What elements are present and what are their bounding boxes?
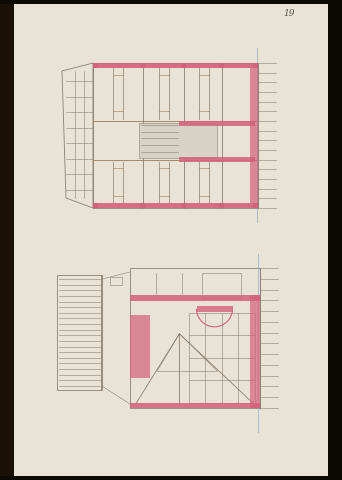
Bar xyxy=(179,121,255,126)
Bar xyxy=(130,315,149,378)
Bar xyxy=(93,203,98,208)
Bar xyxy=(328,0,342,480)
Bar xyxy=(250,295,260,408)
Bar xyxy=(0,476,342,480)
Bar xyxy=(140,63,145,68)
Bar xyxy=(188,313,255,403)
Bar xyxy=(93,63,258,208)
Text: 19: 19 xyxy=(283,10,295,19)
Bar xyxy=(219,63,224,68)
Bar xyxy=(93,63,98,68)
Bar xyxy=(93,63,258,68)
Bar xyxy=(140,203,145,208)
Bar xyxy=(0,0,342,4)
Bar xyxy=(57,275,102,390)
Bar xyxy=(179,157,255,162)
Bar xyxy=(250,68,258,203)
Bar xyxy=(201,273,240,298)
Bar xyxy=(130,403,260,408)
Bar xyxy=(130,268,260,408)
Bar xyxy=(110,277,122,285)
Bar xyxy=(253,203,258,208)
Bar xyxy=(93,203,258,208)
Bar xyxy=(181,63,186,68)
Bar xyxy=(219,203,224,208)
Bar xyxy=(181,203,186,208)
Bar xyxy=(197,306,233,312)
Bar xyxy=(130,295,260,301)
Bar xyxy=(0,0,14,480)
Bar xyxy=(253,63,258,68)
Bar xyxy=(139,123,217,158)
Polygon shape xyxy=(62,63,93,208)
